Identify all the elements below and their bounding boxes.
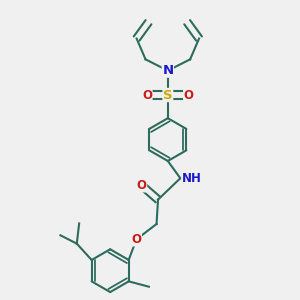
Text: NH: NH [182, 172, 202, 185]
Text: S: S [163, 88, 172, 101]
Text: N: N [162, 64, 173, 77]
Text: O: O [142, 88, 152, 101]
Text: O: O [131, 233, 141, 246]
Text: O: O [184, 88, 194, 101]
Text: O: O [137, 179, 147, 192]
